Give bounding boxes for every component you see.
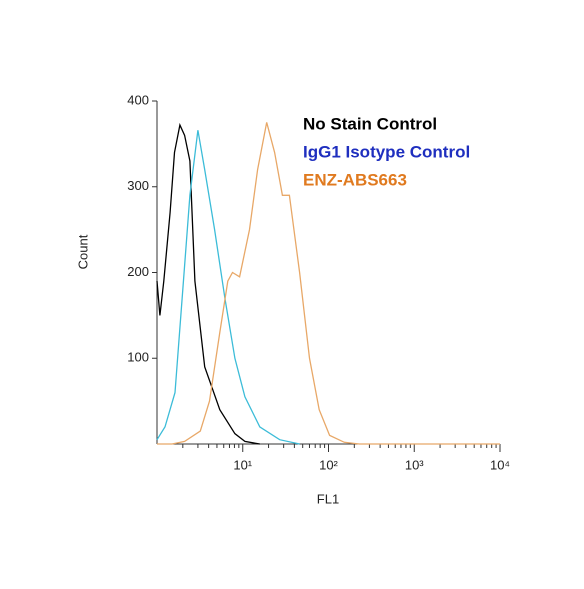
x-tick-label: 10⁴ bbox=[490, 457, 510, 472]
x-axis-label: FL1 bbox=[317, 491, 339, 506]
series-line bbox=[157, 122, 500, 445]
y-tick-label: 400 bbox=[127, 92, 149, 107]
legend-entry: ENZ-ABS663 bbox=[303, 170, 407, 189]
x-tick-label: 10³ bbox=[405, 457, 424, 472]
y-tick-label: 300 bbox=[127, 178, 149, 193]
x-tick-label: 10² bbox=[319, 457, 338, 472]
y-tick-label: 100 bbox=[127, 350, 149, 365]
y-axis-label: Count bbox=[75, 234, 90, 269]
x-tick-label: 10¹ bbox=[233, 457, 252, 472]
legend-entry: No Stain Control bbox=[303, 114, 437, 133]
legend-entry: IgG1 Isotype Control bbox=[303, 142, 470, 161]
series-line bbox=[156, 122, 260, 445]
series-line bbox=[156, 130, 300, 445]
y-tick-label: 200 bbox=[127, 264, 149, 279]
